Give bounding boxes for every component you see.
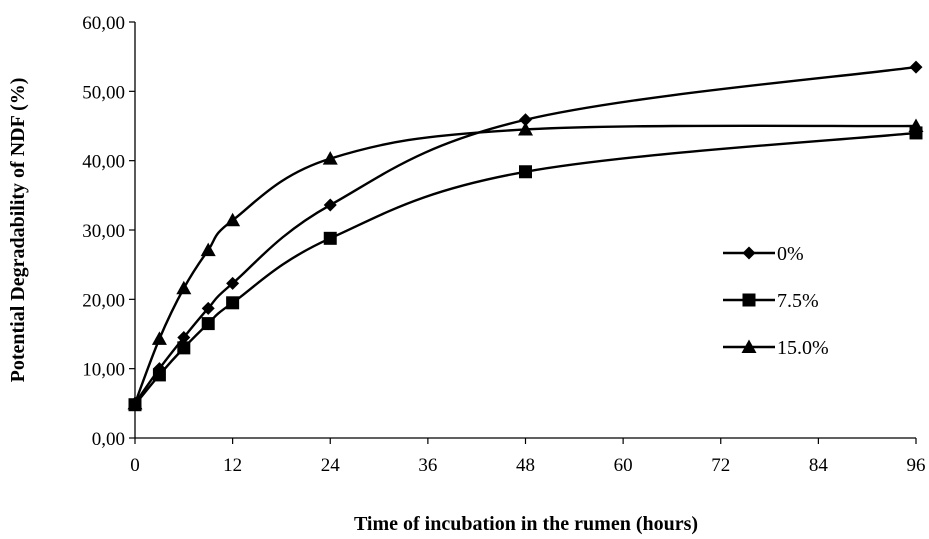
series-1-point	[519, 165, 532, 179]
legend-marker	[741, 339, 757, 353]
series-line-2	[133, 124, 917, 404]
y-tick-label: 10,00	[82, 360, 125, 381]
series-1-point	[177, 341, 191, 355]
series-1-point	[152, 368, 166, 382]
x-axis-title: Time of incubation in the rumen (hours)	[354, 513, 698, 535]
x-tick-label: 84	[809, 455, 829, 476]
y-tick-label: 0,00	[92, 429, 125, 450]
series-2-point	[518, 121, 533, 136]
legend-label: 7.5%	[777, 290, 819, 312]
x-tick-label: 12	[223, 455, 242, 476]
series-2-point	[200, 242, 216, 257]
series-2-point	[176, 280, 192, 295]
y-axis-title: Potential Degradability of NDF (%)	[7, 78, 29, 383]
plot-lines	[133, 65, 917, 406]
series-2-point	[908, 118, 924, 132]
x-tick-label: 96	[907, 455, 926, 476]
series-2-point	[151, 331, 167, 345]
axes	[134, 22, 916, 439]
y-tick-label: 40,00	[82, 152, 125, 173]
x-tick-label: 0	[130, 455, 140, 476]
series-line-1	[134, 131, 917, 406]
series-1-point	[226, 296, 240, 310]
y-ticks: 0,00 10,00 20,00 30,00 40,00 50,00 60,00	[82, 13, 135, 450]
plot-markers	[127, 60, 924, 412]
series-0-point	[201, 301, 215, 315]
series-0-point	[323, 198, 337, 212]
y-tick-label: 50,00	[82, 82, 125, 103]
series-0-point	[909, 60, 923, 74]
series-0-point	[177, 330, 191, 344]
legend-label: 15.0%	[777, 337, 829, 359]
series-line-0	[134, 65, 917, 405]
legend-label: 0%	[777, 243, 804, 265]
legend-marker	[742, 246, 756, 260]
series-2-point	[322, 151, 338, 165]
y-tick-label: 30,00	[82, 221, 125, 242]
y-tick-label: 60,00	[82, 13, 125, 34]
x-tick-label: 24	[321, 455, 341, 476]
x-tick-label: 48	[516, 455, 535, 476]
legend-marker	[742, 293, 756, 307]
series-1-point	[323, 231, 337, 245]
series-1-point	[201, 317, 215, 331]
series-2-point	[225, 212, 241, 227]
x-tick-label: 72	[711, 455, 730, 476]
legend: 0% 7.5% 15.0%	[723, 243, 829, 359]
series-0-point	[226, 276, 240, 290]
x-tick-label: 60	[614, 455, 633, 476]
series-0-point	[519, 113, 532, 127]
x-tick-label: 36	[418, 455, 437, 476]
y-tick-label: 20,00	[82, 290, 125, 311]
x-ticks: 0 12 24 36 48 60 72 84 96	[130, 438, 926, 476]
